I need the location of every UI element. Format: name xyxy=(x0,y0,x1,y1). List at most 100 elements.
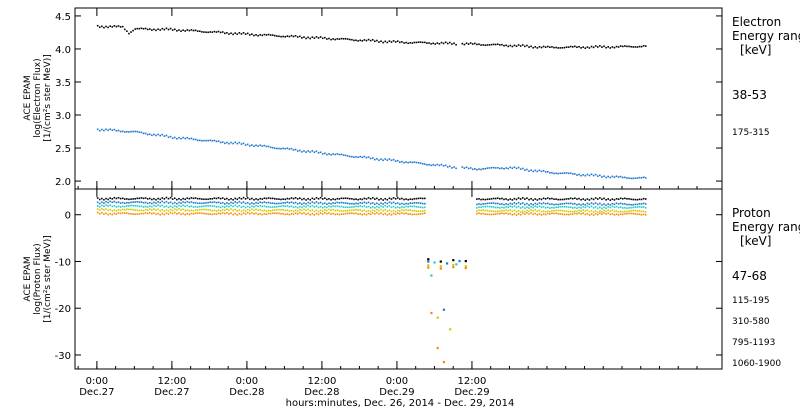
data-point-1060-1900 xyxy=(605,213,607,215)
data-point-795-1193 xyxy=(305,209,307,212)
data-point-115-195 xyxy=(632,203,634,206)
data-point-115-195 xyxy=(221,201,224,204)
data-point-38-53 xyxy=(632,46,634,48)
data-point-115-195 xyxy=(380,202,382,204)
data-point-795-1193 xyxy=(365,210,368,213)
data-point-115-195 xyxy=(588,203,591,206)
data-point-175-315 xyxy=(142,132,145,135)
data-point-1060-1900 xyxy=(526,212,528,214)
data-point-795-1193 xyxy=(540,210,543,213)
data-point-175-315 xyxy=(569,172,572,174)
data-point-47-68 xyxy=(198,197,201,200)
data-point-795-1193 xyxy=(464,265,467,268)
data-point-795-1193 xyxy=(330,209,332,212)
data-point-795-1193 xyxy=(596,211,599,214)
data-point-310-580 xyxy=(596,207,599,210)
data-point-47-68 xyxy=(142,197,145,200)
data-point-47-68 xyxy=(173,197,176,200)
data-point-115-195 xyxy=(536,203,539,206)
data-point-795-1193 xyxy=(515,210,518,213)
data-point-795-1193 xyxy=(357,209,359,212)
data-point-795-1193 xyxy=(153,208,155,210)
data-point-47-68 xyxy=(549,197,551,200)
data-point-115-195 xyxy=(619,202,622,205)
data-point-1060-1900 xyxy=(184,213,186,216)
data-point-115-195 xyxy=(571,203,574,205)
data-point-795-1193 xyxy=(619,210,622,213)
data-point-795-1193 xyxy=(113,209,116,211)
data-point-795-1193 xyxy=(238,209,241,211)
y-tick-label: 4.5 xyxy=(55,12,71,23)
data-point-1060-1900 xyxy=(330,213,332,215)
data-point-795-1193 xyxy=(267,209,270,212)
data-point-310-580 xyxy=(192,206,195,208)
data-point-795-1193 xyxy=(134,209,136,211)
data-point-115-195 xyxy=(494,202,497,205)
data-point-38-53 xyxy=(353,39,355,42)
data-point-795-1193 xyxy=(439,265,442,268)
data-point-38-53 xyxy=(624,45,626,47)
data-point-115-195 xyxy=(280,202,282,205)
data-point-38-53 xyxy=(488,44,491,46)
data-point-310-580 xyxy=(146,206,149,208)
data-point-310-580 xyxy=(578,206,580,209)
data-point-1060-1900 xyxy=(538,213,541,215)
data-point-38-53 xyxy=(226,31,228,34)
legend-proton-795-1193: 795-1193 xyxy=(732,338,775,348)
data-point-38-53 xyxy=(428,42,430,44)
data-point-47-68 xyxy=(524,198,526,200)
data-point-175-315 xyxy=(426,164,428,166)
data-point-115-195 xyxy=(167,202,170,204)
data-point-310-580 xyxy=(340,205,343,208)
data-point-1060-1900 xyxy=(394,213,397,216)
data-point-310-580 xyxy=(621,207,624,209)
data-point-175-315 xyxy=(374,158,376,161)
data-point-115-195 xyxy=(101,201,103,204)
data-point-1060-1900 xyxy=(540,214,543,216)
data-point-115-195 xyxy=(242,201,245,203)
data-point-47-68 xyxy=(386,198,389,201)
data-point-175-315 xyxy=(615,175,618,178)
data-point-795-1193 xyxy=(367,209,370,212)
data-point-175-315 xyxy=(532,170,534,173)
data-point-38-53 xyxy=(494,43,497,46)
data-point-47-68 xyxy=(563,198,566,201)
data-point-47-68 xyxy=(569,197,572,200)
data-point-38-53 xyxy=(557,47,559,49)
data-point-795-1193 xyxy=(530,209,532,211)
data-point-47-68 xyxy=(588,199,591,201)
data-point-1060-1900 xyxy=(182,212,184,215)
data-point-115-195 xyxy=(405,202,407,205)
data-point-795-1193 xyxy=(452,263,455,266)
data-point-1060-1900 xyxy=(476,212,478,215)
data-point-175-315 xyxy=(442,165,445,167)
data-point-310-580 xyxy=(338,205,341,208)
data-point-310-580 xyxy=(584,206,587,209)
data-point-310-580 xyxy=(603,206,605,209)
data-point-310-580 xyxy=(182,204,184,207)
data-point-47-68 xyxy=(642,197,645,200)
data-point-115-195 xyxy=(417,202,420,204)
data-point-38-53 xyxy=(365,39,368,42)
data-point-310-580 xyxy=(615,205,618,208)
data-point-1060-1900 xyxy=(232,213,234,216)
data-point-1060-1900 xyxy=(157,212,159,215)
data-point-1060-1900 xyxy=(201,212,203,215)
data-point-38-53 xyxy=(430,43,432,45)
data-point-795-1193 xyxy=(188,210,191,212)
data-point-38-53 xyxy=(305,37,307,40)
data-point-1060-1900 xyxy=(355,212,357,215)
data-point-115-195 xyxy=(355,202,357,205)
data-point-38-53 xyxy=(517,44,520,46)
data-point-175-315 xyxy=(565,172,568,174)
data-point-38-53 xyxy=(528,46,530,48)
data-point-175-315 xyxy=(192,138,195,141)
data-point-47-68 xyxy=(234,197,237,200)
data-point-310-580 xyxy=(624,206,626,209)
data-point-47-68 xyxy=(201,198,203,200)
data-point-38-53 xyxy=(399,41,401,44)
data-point-795-1193 xyxy=(301,209,303,212)
data-point-47-68 xyxy=(357,198,359,201)
data-point-47-68 xyxy=(101,197,103,200)
data-point-795-1193 xyxy=(363,209,366,212)
